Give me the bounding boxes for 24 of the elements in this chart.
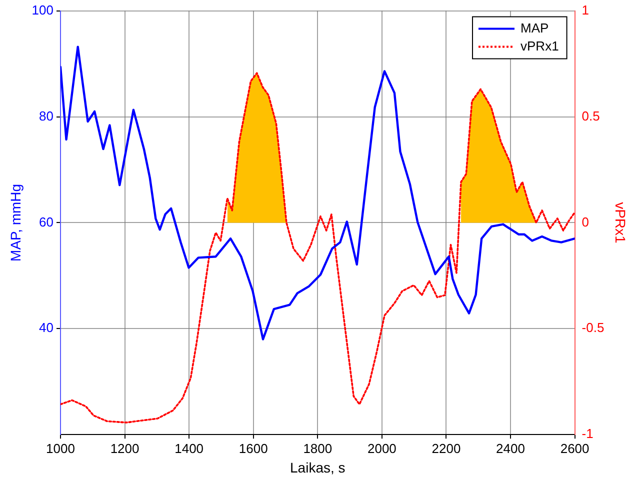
y2-tick-label: 1 <box>582 2 590 18</box>
x-tick-label: 1200 <box>110 440 140 456</box>
x-tick-label: 1000 <box>46 440 75 456</box>
line-series <box>60 72 575 424</box>
y-tick-label: 40 <box>39 320 54 336</box>
legend-label: MAP <box>520 20 549 36</box>
x-axis-title: Laikas, s <box>290 459 346 476</box>
x-tick-label: 2400 <box>496 440 525 456</box>
x-tick-label: 2600 <box>560 440 590 456</box>
x-tick-label: 2200 <box>432 440 461 456</box>
y2-tick-label: 0.5 <box>582 108 600 124</box>
legend-label: vPRx1 <box>520 38 559 54</box>
x-tick-label: 1600 <box>238 440 268 456</box>
y2-tick-label: 0 <box>582 214 590 230</box>
y2-axis-title: vPRx1 <box>612 202 629 244</box>
y-tick-label: 80 <box>39 108 54 124</box>
y-tick-label: 60 <box>39 214 54 230</box>
x-tick-label: 2000 <box>367 440 396 456</box>
x-tick-label: 1800 <box>303 440 332 456</box>
x-tick-label: 1400 <box>174 440 204 456</box>
y2-tick-label: -1 <box>582 426 594 442</box>
y2-tick-label: -0.5 <box>582 320 604 336</box>
y-axis-title: MAP, mmHg <box>7 184 24 262</box>
y-tick-label: 100 <box>32 2 54 18</box>
